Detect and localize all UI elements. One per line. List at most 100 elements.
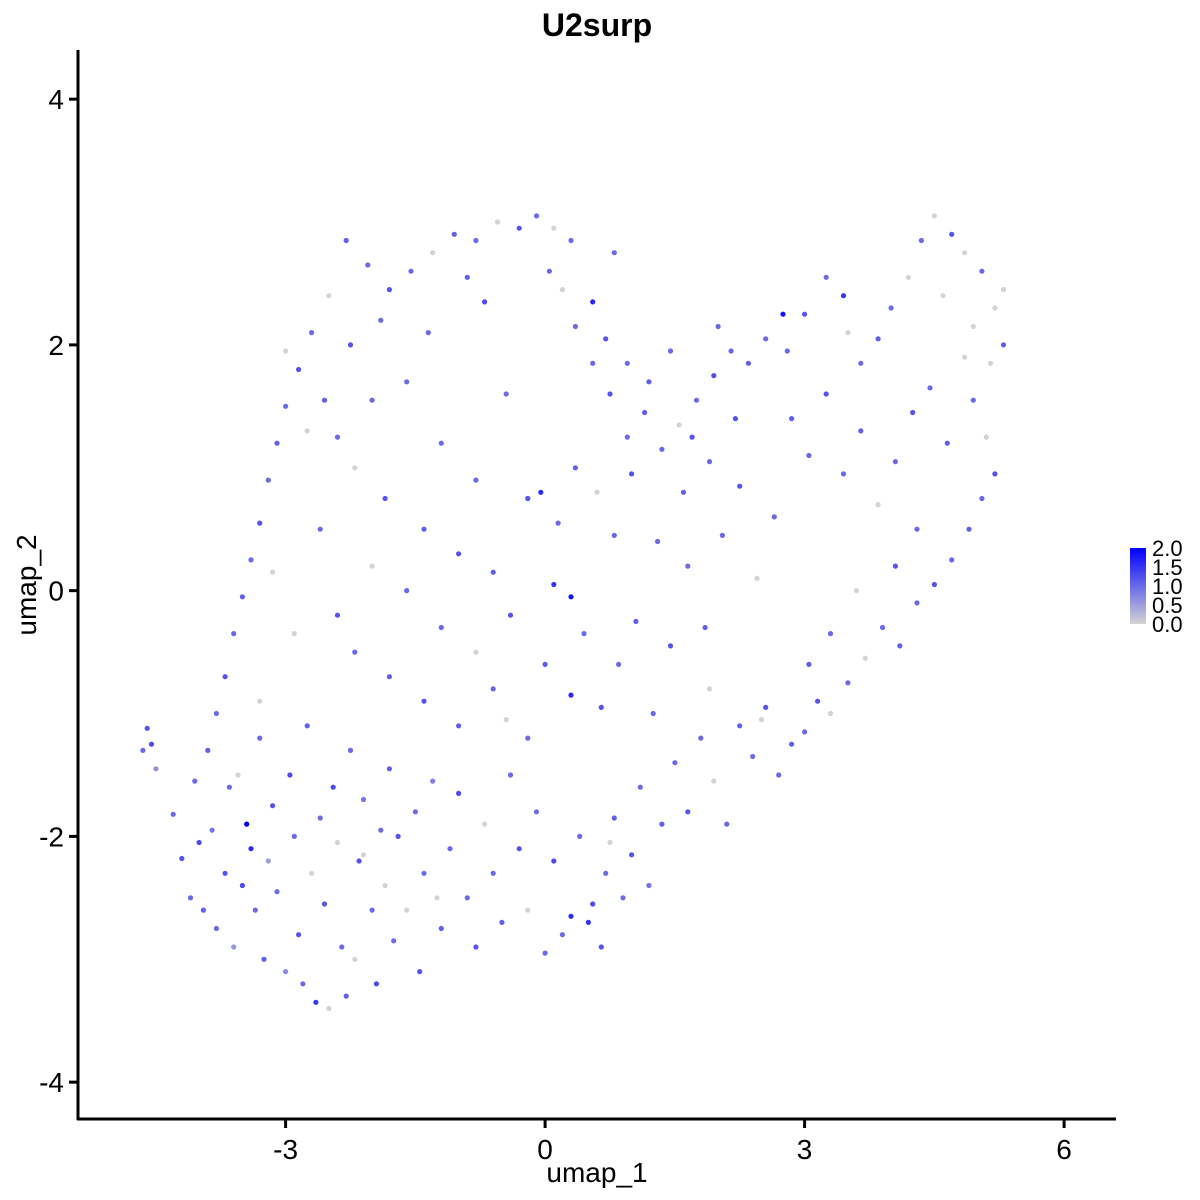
cell-point (352, 956, 358, 962)
cell-point (291, 833, 297, 840)
cell-point (780, 311, 786, 317)
cell-point (754, 575, 760, 582)
cell-point (213, 710, 219, 717)
cell-point (356, 858, 362, 864)
y-axis-label: umap_2 (11, 534, 42, 635)
x-tick-label: -3 (273, 1134, 298, 1165)
cell-point (321, 397, 328, 403)
cell-point (568, 692, 574, 698)
cell-point (473, 649, 479, 655)
cell-point (845, 680, 851, 686)
cell-point (611, 532, 617, 539)
cell-point (802, 729, 808, 735)
cell-point (352, 465, 358, 471)
cell-point (616, 661, 622, 668)
cell-point (897, 643, 903, 649)
cell-point (274, 889, 280, 895)
cell-point (546, 268, 553, 274)
cell-point (412, 809, 418, 815)
cell-point (482, 299, 488, 305)
cell-point (309, 330, 315, 336)
cell-point (568, 594, 574, 600)
cell-point (763, 336, 769, 342)
cell-point (395, 833, 401, 840)
cell-point (248, 846, 254, 852)
cell-point (257, 698, 263, 704)
cell-point (676, 422, 682, 428)
cell-point (979, 495, 985, 502)
cell-point (222, 870, 228, 876)
cell-point (304, 723, 310, 729)
cell-point (153, 766, 159, 772)
cell-point (840, 293, 847, 299)
cell-point (404, 588, 410, 594)
legend-break-label: 2.0 (1152, 536, 1183, 561)
cell-point (343, 993, 349, 999)
cell-point (296, 366, 302, 373)
cell-point (581, 631, 587, 637)
cell-point (239, 594, 245, 600)
cell-point (732, 416, 739, 422)
cell-point (698, 735, 704, 741)
legend-break-label: 0.5 (1152, 593, 1183, 618)
cell-point (724, 821, 730, 827)
cell-point (962, 250, 968, 256)
cell-point (823, 274, 829, 280)
cell-point (892, 459, 899, 465)
cell-point (438, 925, 444, 932)
cell-point (784, 348, 790, 354)
cell-point (209, 827, 215, 833)
cell-point (291, 631, 297, 637)
cell-point (438, 624, 444, 631)
cell-point (347, 747, 354, 754)
cell-point (287, 772, 293, 778)
cell-point (283, 969, 289, 975)
cell-point (706, 686, 713, 692)
x-tick-label: 0 (537, 1134, 553, 1165)
cell-point (430, 778, 436, 784)
cell-point (962, 354, 968, 360)
cell-point (378, 317, 384, 323)
cell-point (192, 778, 198, 784)
cell-point (598, 704, 604, 711)
cell-point (538, 489, 544, 495)
cell-point (693, 397, 700, 403)
cell-point (603, 336, 609, 342)
cell-point (434, 895, 440, 901)
cell-point (339, 944, 345, 950)
cell-point (970, 397, 976, 403)
cell-point (473, 477, 479, 483)
cell-point (737, 723, 743, 729)
cell-point (594, 489, 600, 495)
cell-point (551, 225, 557, 231)
cell-point (421, 870, 427, 876)
cell-point (603, 870, 609, 876)
cell-point (482, 821, 488, 827)
cell-point (365, 262, 371, 268)
cell-point (940, 293, 946, 299)
cell-point (144, 725, 150, 731)
cell-point (758, 717, 765, 723)
cell-point (503, 391, 509, 397)
cell-point (555, 520, 561, 526)
cell-point (983, 434, 989, 440)
cell-point (386, 674, 392, 680)
cell-point (205, 747, 211, 754)
cell-point (490, 569, 496, 575)
cell-point (715, 323, 721, 330)
cell-point (590, 360, 596, 366)
cell-point (382, 495, 388, 502)
cell-point (931, 581, 938, 588)
x-tick-label: 6 (1056, 1134, 1072, 1165)
cell-point (551, 581, 557, 588)
cell-point (391, 938, 397, 944)
cell-point (265, 858, 271, 864)
cell-point (542, 950, 548, 956)
cell-point (737, 483, 743, 489)
cell-point (330, 784, 336, 790)
cell-point (507, 612, 514, 618)
cell-point (888, 305, 894, 311)
cell-point (473, 944, 479, 950)
cell-point (525, 907, 531, 913)
cell-point (447, 846, 453, 852)
